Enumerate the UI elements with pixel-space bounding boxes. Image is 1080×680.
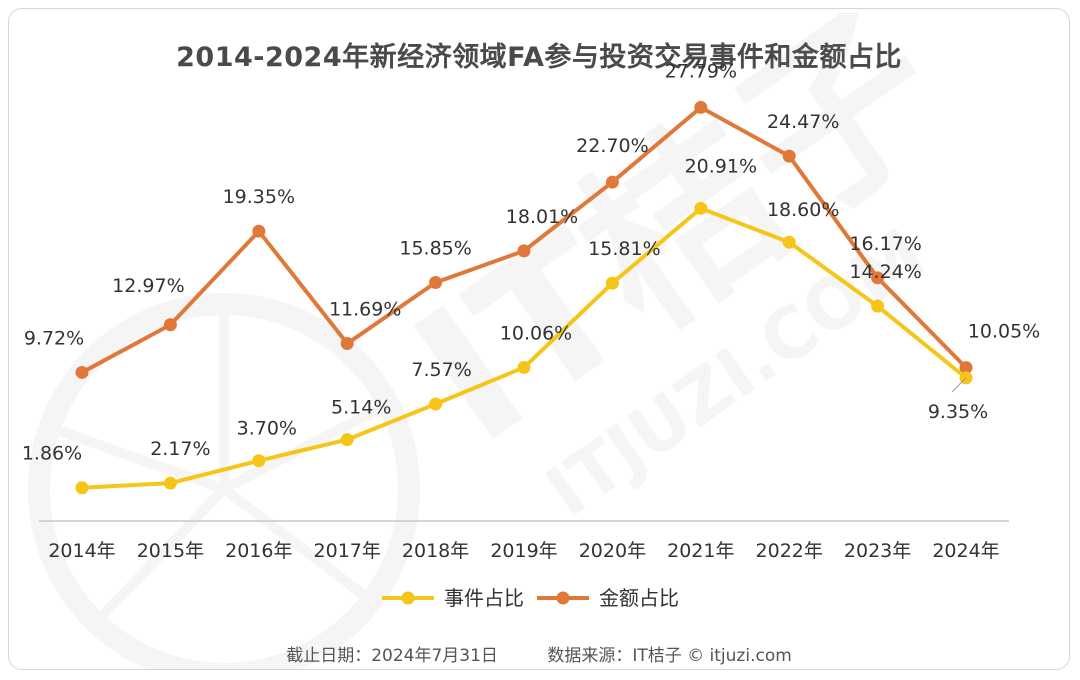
data-label: 27.79% xyxy=(665,60,737,82)
x-tick-label: 2024年 xyxy=(932,540,999,562)
data-label: 18.01% xyxy=(506,206,578,228)
data-point xyxy=(340,433,354,447)
legend-label-events: 事件占比 xyxy=(444,586,524,610)
legend-item-events: 事件占比 xyxy=(382,586,524,610)
data-label: 19.35% xyxy=(223,186,295,208)
data-label: 20.91% xyxy=(685,155,757,177)
data-point xyxy=(75,481,89,495)
data-point xyxy=(252,454,266,468)
x-tick-label: 2020年 xyxy=(579,540,646,562)
data-label: 18.60% xyxy=(767,199,839,221)
data-point xyxy=(605,276,619,290)
legend: 事件占比 金额占比 xyxy=(382,586,679,610)
chart-footer: 截止日期：2024年7月31日 数据来源：IT桔子 © itjuzi.com xyxy=(9,641,1069,666)
series-layer: 9.72% 12.97% 19.35% 11.69% 15.85% 18.01% 22.70… xyxy=(22,60,1040,495)
data-point xyxy=(429,276,443,290)
data-point xyxy=(782,149,796,163)
data-point xyxy=(517,360,531,374)
x-tick-label: 2018年 xyxy=(402,540,469,562)
data-label: 9.72% xyxy=(24,327,84,349)
footer-source: 数据来源：IT桔子 © itjuzi.com xyxy=(547,646,792,666)
data-label: 3.70% xyxy=(237,418,297,440)
data-point xyxy=(340,337,354,351)
x-tick-label: 2014年 xyxy=(48,540,115,562)
x-tick-label: 2019年 xyxy=(490,540,557,562)
data-label: 7.57% xyxy=(411,359,471,381)
data-point xyxy=(163,318,177,332)
data-label: 9.35% xyxy=(928,401,988,423)
x-tick-label: 2015年 xyxy=(137,540,204,562)
x-axis-tick-labels: 2014年 2015年 2016年 2017年 2018年 2019年 2020年 2021年… xyxy=(48,540,999,562)
data-label: 10.06% xyxy=(500,322,572,344)
data-label: 15.81% xyxy=(588,238,660,260)
data-label: 1.86% xyxy=(22,443,82,465)
data-point xyxy=(694,201,708,215)
chart-title: 2014-2024年新经济领域FA参与投资交易事件和金额占比 xyxy=(176,42,902,73)
watermark-circle xyxy=(28,293,420,669)
series-events: 1.86% 2.17% 3.70% 5.14% 7.57% 10.06% 15.81% 20.… xyxy=(22,155,988,495)
x-tick-label: 2023年 xyxy=(844,540,911,562)
data-point xyxy=(871,299,885,313)
data-point xyxy=(871,271,885,285)
data-point xyxy=(959,361,973,375)
data-label: 11.69% xyxy=(329,299,401,321)
chart-frame: 2014-2024年新经济领域FA参与投资交易事件和金额占比 IT桔子 ITJU… xyxy=(8,8,1070,670)
data-point xyxy=(163,476,177,490)
x-tick-label: 2016年 xyxy=(225,540,292,562)
series-amount: 9.72% 12.97% 19.35% 11.69% 15.85% 18.01% 22.70… xyxy=(24,60,1040,379)
data-label: 2.17% xyxy=(150,438,210,460)
data-point xyxy=(782,235,796,249)
legend-marker-amount xyxy=(556,591,570,605)
data-label: 14.24% xyxy=(849,261,921,283)
data-point xyxy=(252,224,266,238)
legend-marker-events xyxy=(401,591,415,605)
footer-date: 截止日期：2024年7月31日 xyxy=(286,646,498,666)
data-point xyxy=(517,244,531,258)
data-label: 10.05% xyxy=(968,321,1040,343)
x-tick-label: 2021年 xyxy=(667,540,734,562)
legend-item-amount: 金额占比 xyxy=(537,586,679,610)
data-label: 5.14% xyxy=(331,397,391,419)
data-label: 22.70% xyxy=(576,135,648,157)
data-label: 12.97% xyxy=(112,275,184,297)
data-label: 16.17% xyxy=(849,233,921,255)
data-point xyxy=(605,175,619,189)
data-label: 15.85% xyxy=(399,238,471,260)
data-point xyxy=(694,100,708,114)
label-leader-line xyxy=(951,377,967,393)
x-tick-label: 2022年 xyxy=(756,540,823,562)
data-point xyxy=(429,397,443,411)
data-label: 24.47% xyxy=(767,111,839,133)
data-point xyxy=(75,365,89,379)
x-tick-label: 2017年 xyxy=(314,540,381,562)
line-chart: IT桔子 ITJUZI.COM 2014年 2015年 2016年 2017年 2018… xyxy=(22,9,1040,669)
legend-label-amount: 金额占比 xyxy=(599,586,679,610)
